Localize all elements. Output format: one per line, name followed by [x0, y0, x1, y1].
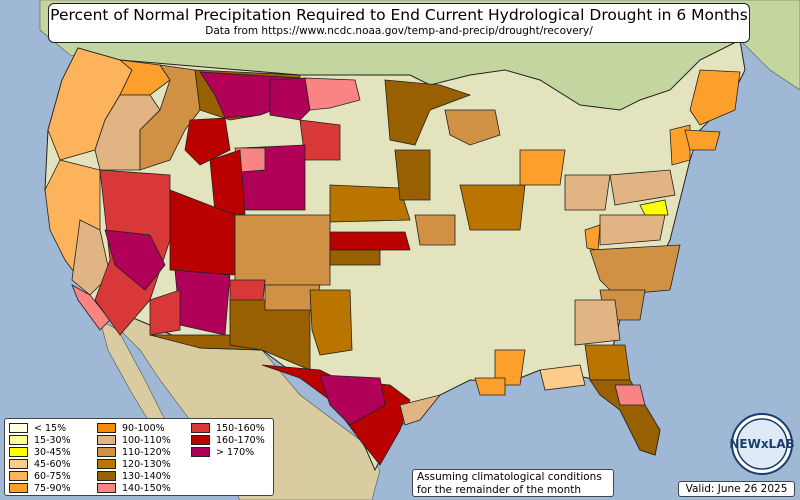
- valid-date: Valid: June 26 2025: [678, 481, 795, 497]
- region-tx-magenta: [319, 374, 386, 426]
- legend-item: 45-60%: [9, 458, 97, 470]
- region-wi-orange: [444, 109, 501, 146]
- legend-item: 160-170%: [191, 434, 271, 446]
- legend-swatch: [9, 447, 28, 457]
- legend-label: 100-110%: [122, 434, 171, 446]
- region-tx-panhandle: [309, 289, 353, 356]
- legend-label: 60-75%: [34, 470, 71, 482]
- note-line-1: Assuming climatological conditions: [417, 471, 602, 483]
- legend-item: > 170%: [191, 446, 271, 458]
- legend-swatch: [97, 435, 116, 445]
- drought-regions: [44, 47, 741, 466]
- legend-label: 75-90%: [34, 482, 71, 494]
- legend-swatch: [97, 471, 116, 481]
- legend-item: 75-90%: [9, 482, 97, 494]
- legend-label: < 15%: [34, 422, 67, 434]
- region-mn-brown: [384, 79, 472, 146]
- legend-swatch: [9, 471, 28, 481]
- region-ms-orange: [494, 349, 526, 386]
- legend-swatch: [191, 423, 210, 433]
- region-ok-brown: [329, 249, 381, 266]
- legend-item: 90-100%: [97, 422, 191, 434]
- legend-swatch: [9, 423, 28, 433]
- region-ne-brown: [329, 184, 411, 223]
- region-gulf-tan: [539, 364, 586, 391]
- legend-label: 30-45%: [34, 446, 71, 458]
- region-az-magenta: [174, 269, 231, 336]
- region-ut-red: [209, 149, 246, 216]
- legend-item: 15-30%: [9, 434, 97, 446]
- region-ca-pink: [71, 284, 111, 331]
- region-az-red: [149, 289, 181, 336]
- legend-item: 150-160%: [191, 422, 271, 434]
- region-co-tan: [234, 214, 331, 286]
- region-ga-brown: [584, 344, 631, 381]
- legend-swatch: [9, 435, 28, 445]
- legend-label: 120-130%: [122, 458, 171, 470]
- legend-item: 120-130%: [97, 458, 191, 470]
- legend-swatch: [9, 483, 28, 493]
- legend-label: 130-140%: [122, 470, 171, 482]
- legend-label: 45-60%: [34, 458, 71, 470]
- legend-item: 140-150%: [97, 482, 191, 494]
- legend-swatch: [191, 435, 210, 445]
- title-box: Percent of Normal Precipitation Required…: [48, 3, 750, 43]
- region-ia-brown: [394, 149, 431, 201]
- region-ny-orange: [669, 124, 691, 166]
- region-ne-orange: [689, 69, 741, 126]
- region-ks-red: [329, 231, 411, 251]
- region-oh-tan: [564, 174, 611, 211]
- legend-item: < 15%: [9, 422, 97, 434]
- region-va-tan: [599, 214, 666, 246]
- region-nd-magenta: [269, 77, 311, 121]
- region-mi-orange: [519, 149, 566, 186]
- legend-swatch: [97, 423, 116, 433]
- region-la-orange: [474, 377, 506, 396]
- legend-item: 30-45%: [9, 446, 97, 458]
- region-pa-tan: [609, 169, 676, 206]
- region-mo-tan: [414, 214, 456, 246]
- legend: < 15% 15-30% 30-45% 45-60% 60-75% 75-90% 90-10…: [4, 418, 274, 496]
- map-subtitle: Data from https://www.ncdc.noaa.gov/temp…: [205, 25, 593, 37]
- region-mass-orange: [684, 129, 721, 151]
- logo-text: NEWxLAB: [729, 437, 794, 451]
- legend-item: 130-140%: [97, 470, 191, 482]
- map-title: Percent of Normal Precipitation Required…: [50, 6, 748, 24]
- region-nd-pink: [304, 77, 361, 111]
- legend-label: 15-30%: [34, 434, 71, 446]
- newxlab-logo: NEWxLAB: [729, 413, 795, 475]
- legend-item: 100-110%: [97, 434, 191, 446]
- legend-label: 160-170%: [216, 434, 265, 446]
- legend-label: 140-150%: [122, 482, 171, 494]
- region-il-brown: [459, 184, 526, 231]
- legend-swatch: [97, 459, 116, 469]
- climatology-note: Assuming climatological conditions for t…: [412, 469, 614, 497]
- legend-swatch: [9, 459, 28, 469]
- region-md-yellow: [639, 199, 669, 216]
- region-fl-pink: [614, 384, 646, 406]
- legend-label: > 170%: [216, 446, 255, 458]
- legend-swatch: [97, 447, 116, 457]
- legend-label: 110-120%: [122, 446, 171, 458]
- legend-item: 110-120%: [97, 446, 191, 458]
- region-ga-tan: [574, 299, 621, 346]
- legend-swatch: [97, 483, 116, 493]
- legend-label: 90-100%: [122, 422, 165, 434]
- legend-swatch: [191, 447, 210, 457]
- note-line-2: for the remainder of the month: [417, 483, 582, 496]
- legend-label: 150-160%: [216, 422, 265, 434]
- legend-item: 60-75%: [9, 470, 97, 482]
- region-nv-magenta: [104, 229, 166, 291]
- region-ca-tan: [71, 219, 111, 296]
- region-tx-coast: [399, 394, 442, 426]
- region-sd-red: [299, 119, 341, 161]
- region-wy-red: [184, 117, 231, 166]
